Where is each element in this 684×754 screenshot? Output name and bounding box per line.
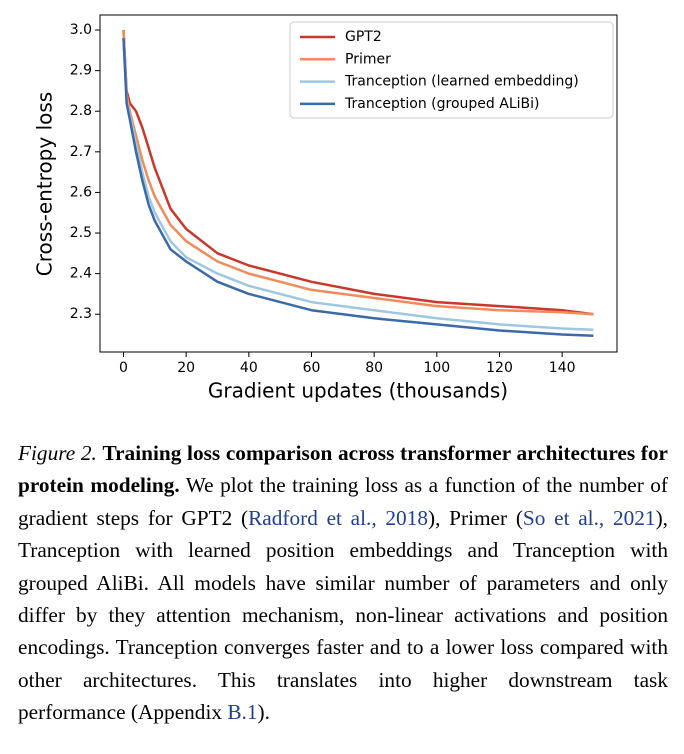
legend-label: Primer xyxy=(345,51,391,67)
legend-box xyxy=(289,21,614,119)
caption-text: We plot the training loss as a function … xyxy=(18,473,668,530)
y-tick-label: 2.4 xyxy=(70,266,92,282)
y-tick-label: 2.9 xyxy=(70,63,92,79)
citation: So et al., 2021 xyxy=(522,505,656,530)
legend-label: Tranception (grouped ALiBi) xyxy=(344,96,539,112)
series-line xyxy=(122,29,594,316)
caption-text: ), Primer ( xyxy=(428,505,523,530)
y-tick-label: 2.3 xyxy=(70,306,92,322)
x-tick-label: 140 xyxy=(549,360,576,376)
citation: Radford et al., 2018 xyxy=(248,505,428,530)
x-tick-label: 0 xyxy=(119,360,128,376)
caption-label: Figure 2. xyxy=(18,441,97,465)
x-tick-label: 100 xyxy=(423,360,450,376)
x-tick-label: 20 xyxy=(177,360,195,376)
caption-title: Training loss comparison across transfor… xyxy=(18,441,668,498)
caption-text: ). xyxy=(257,700,270,725)
x-tick-label: 120 xyxy=(486,360,513,376)
series-line xyxy=(122,38,594,338)
x-tick-label: 40 xyxy=(240,360,258,376)
y-tick-label: 2.8 xyxy=(70,103,92,119)
legend-label: Tranception (learned embedding) xyxy=(344,74,579,90)
plot-frame xyxy=(99,14,618,353)
y-tick-label: 2.5 xyxy=(70,225,92,241)
x-tick-label: 80 xyxy=(365,360,383,376)
caption: Figure 2. Training loss comparison acros… xyxy=(18,437,668,729)
y-tick-label: 2.6 xyxy=(70,184,92,200)
citation: B.1 xyxy=(227,700,258,725)
caption-text: ), Tranception with learned position emb… xyxy=(18,505,668,725)
y-tick-label: 3.0 xyxy=(70,22,92,38)
series-line xyxy=(122,38,594,331)
legend-label: GPT2 xyxy=(345,29,382,45)
y-axis-label: Cross-entropy loss xyxy=(33,92,57,276)
y-tick-label: 2.7 xyxy=(70,144,92,160)
x-axis-label: Gradient updates (thousands) xyxy=(208,379,508,403)
x-tick-label: 60 xyxy=(303,360,321,376)
caption-body: We plot the training loss as a function … xyxy=(18,473,668,724)
chart: Gradient updates (thousands) Cross-entro… xyxy=(33,14,618,403)
series-line xyxy=(122,29,594,316)
